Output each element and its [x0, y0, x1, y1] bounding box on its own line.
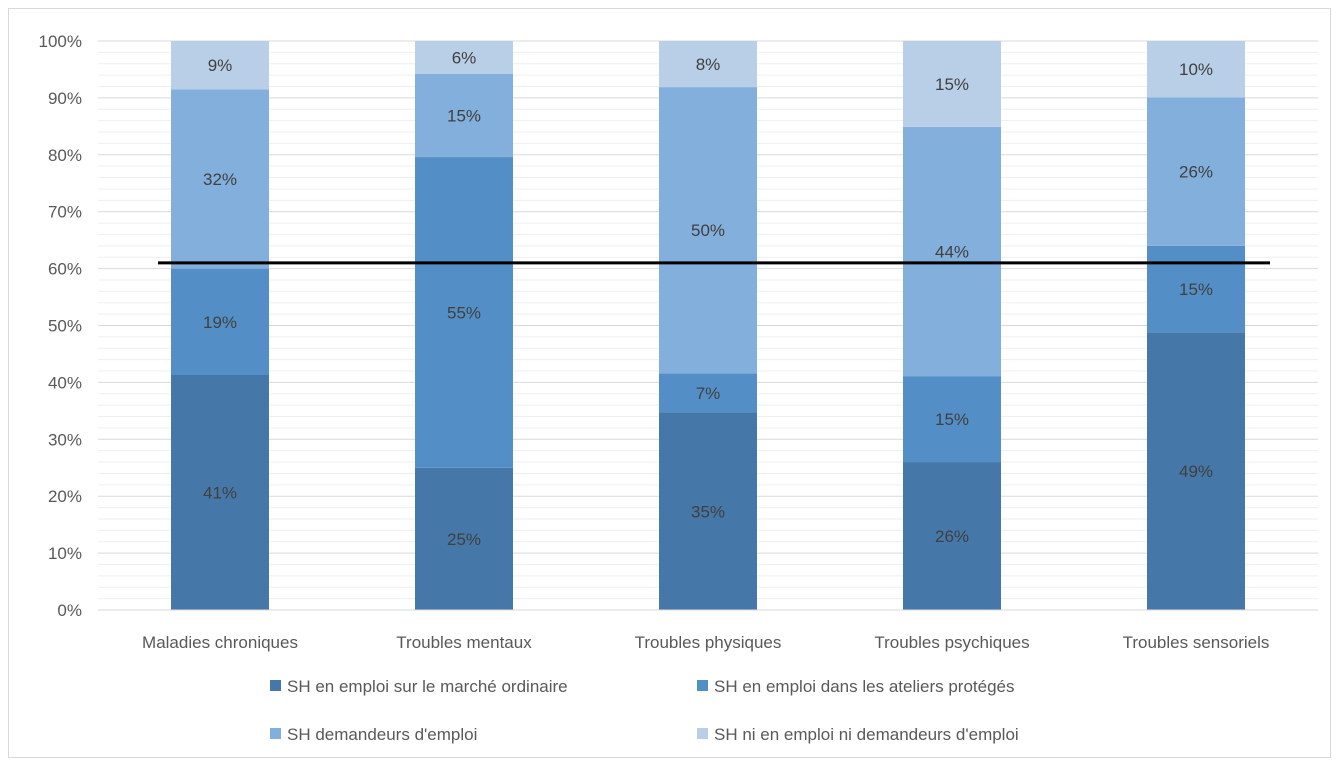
bar-segment — [903, 376, 1001, 463]
data-label: 15% — [447, 107, 481, 126]
data-label: 9% — [208, 56, 233, 75]
category-label: Troubles mentaux — [396, 633, 532, 652]
bar-segment — [1147, 245, 1245, 333]
y-tick-label: 100% — [39, 32, 82, 51]
legend-swatch — [697, 680, 708, 691]
bar-segment — [1147, 332, 1245, 610]
x-axis: Maladies chroniques Troubles mentaux Troub… — [98, 609, 1318, 652]
y-tick-label: 50% — [48, 317, 82, 336]
bar-segment — [415, 157, 513, 468]
data-label: 15% — [1179, 280, 1213, 299]
data-label: 15% — [935, 410, 969, 429]
category-label: Maladies chroniques — [142, 633, 298, 652]
bar-segment — [171, 375, 269, 610]
bar-segment — [659, 412, 757, 610]
bar-segment — [659, 41, 757, 88]
data-label: 55% — [447, 303, 481, 322]
data-label: 26% — [1179, 163, 1213, 182]
bar-segment — [171, 41, 269, 90]
data-label: 15% — [935, 75, 969, 94]
bar-segment — [1147, 41, 1245, 98]
legend-swatch — [270, 680, 281, 691]
data-label: 26% — [935, 527, 969, 546]
legend-swatch — [697, 728, 708, 739]
bar-segment — [415, 74, 513, 158]
y-axis: 0% 10% 20% 30% 40% 50% 60% 70% 80% 90% 100% — [39, 32, 82, 620]
data-label: 49% — [1179, 462, 1213, 481]
data-label: 44% — [935, 243, 969, 262]
bar-segment — [659, 87, 757, 374]
data-label: 25% — [447, 530, 481, 549]
y-tick-label: 40% — [48, 373, 82, 392]
bar-segment — [171, 89, 269, 269]
legend-label: SH ni en emploi ni demandeurs d'emploi — [714, 725, 1019, 744]
data-label: 50% — [691, 221, 725, 240]
data-label: 10% — [1179, 60, 1213, 79]
y-tick-label: 70% — [48, 203, 82, 222]
bar-segment — [659, 373, 757, 413]
bar-segment — [903, 462, 1001, 610]
legend-swatch — [270, 728, 281, 739]
data-label: 41% — [203, 484, 237, 503]
y-tick-label: 60% — [48, 260, 82, 279]
legend-label: SH demandeurs d'emploi — [287, 725, 477, 744]
data-label: 6% — [452, 49, 477, 68]
category-label: Troubles psychiques — [874, 633, 1029, 652]
data-labels: 41% 19% 32% 9% 25% 55% 15% 6% 35% 7% 50% 8% 26% 15% 44… — [203, 49, 1213, 549]
y-tick-label: 80% — [48, 146, 82, 165]
bars — [171, 41, 1245, 610]
data-label: 8% — [696, 55, 721, 74]
bar-segment — [415, 467, 513, 610]
bar-segment — [171, 268, 269, 376]
category-label: Troubles sensoriels — [1123, 633, 1270, 652]
data-label: 19% — [203, 313, 237, 332]
category-label: Troubles physiques — [635, 633, 782, 652]
data-label: 35% — [691, 502, 725, 521]
bar-segment — [1147, 97, 1245, 246]
y-tick-label: 90% — [48, 89, 82, 108]
bar-segment — [903, 41, 1001, 127]
y-tick-label: 10% — [48, 544, 82, 563]
data-label: 7% — [696, 384, 721, 403]
legend-label: SH en emploi sur le marché ordinaire — [287, 677, 568, 696]
y-tick-label: 0% — [57, 601, 82, 620]
bar-segment — [903, 126, 1001, 377]
y-tick-label: 30% — [48, 430, 82, 449]
y-tick-label: 20% — [48, 487, 82, 506]
legend-label: SH en emploi dans les ateliers protégés — [714, 677, 1015, 696]
legend: SH en emploi sur le marché ordinaire SH e… — [270, 677, 1019, 744]
bar-segment — [415, 41, 513, 75]
data-label: 32% — [203, 170, 237, 189]
